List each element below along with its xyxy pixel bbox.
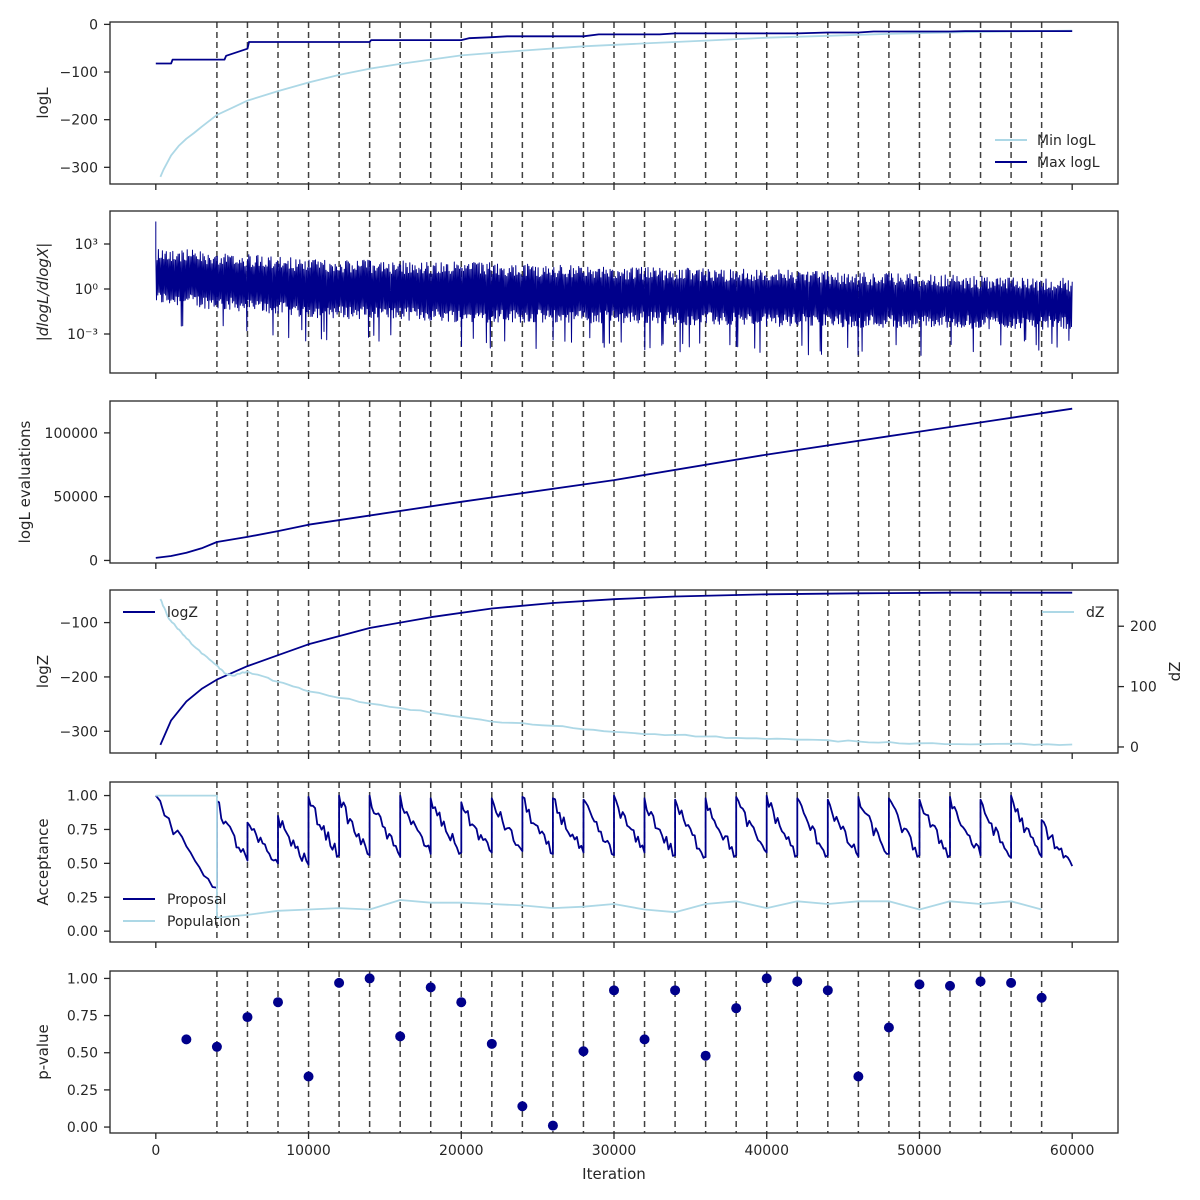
legend-label: Max logL [1037,155,1100,171]
y-tick-label: 1.00 [67,789,98,805]
p-value-point [945,980,955,991]
series-logz [159,591,1073,746]
p-value-point [273,997,283,1008]
panel-3: 100000 50000 0 logL evaluations [16,400,1119,569]
p-value-point [914,979,925,990]
y-tick-label: 0 [89,17,98,33]
p-value-point [303,1071,314,1082]
legend-label: logZ [167,605,198,621]
y-tick-label: −200 [60,113,98,129]
y-tick-label: −300 [60,724,98,740]
x-axis-label: Iteration [582,1165,646,1183]
x-tick-label: 0 [151,1143,160,1159]
y-tick-label: −200 [60,670,98,686]
legend-label: Min logL [1037,133,1096,149]
y-tick-label: 0.00 [67,924,98,940]
panel-5: 1.00 0.75 0.50 0.25 0.00 Acceptance Proposal Po… [34,781,1119,948]
p-value-point [792,976,803,987]
p-value-point [211,1041,222,1052]
y-tick-label: 50000 [53,490,98,506]
series-population [155,794,1042,919]
series-max-logl [155,30,1073,65]
y-axis-label: logZ [34,655,52,688]
x-tick-label: 60000 [1050,1143,1095,1159]
y-tick-label: 0.75 [67,822,98,838]
y-axis-label: logL evaluations [16,420,34,543]
p-value-point [975,976,986,987]
x-tick-label: 10000 [286,1143,331,1159]
series-proposal [155,794,1074,889]
x-tick-label: 50000 [897,1143,942,1159]
series-min-logl [159,29,1073,178]
y-tick-label: 0 [89,553,98,569]
p-value-point [639,1034,650,1045]
y-tick-label: 0.25 [67,890,98,906]
p-value-point [547,1120,558,1131]
y-tick-label: 1.00 [67,971,98,987]
y-axis-label: logL [34,87,52,119]
p-value-point [486,1038,497,1049]
p-value-point [181,1034,192,1045]
p-value-point [853,1071,864,1082]
p-value-point [425,982,436,993]
y-tick-label: −300 [60,160,98,176]
y-axis-label: |dlogL/dlogX| [34,243,52,342]
p-value-point [364,973,375,984]
panel-6: 0 10000 20000 30000 40000 50000 60000 1.00 0.75 0… [34,970,1119,1159]
y-tick-label: 100000 [45,426,98,442]
panel-4: −100 −200 −300 200 100 0 dZ logZ logZ dZ [34,589,1184,759]
y-right-tick-label: 0 [1130,740,1139,756]
x-tick-label: 30000 [592,1143,637,1159]
y-tick-label: −100 [60,65,98,81]
y-tick-label: 0.50 [67,856,98,872]
p-value-point [1036,992,1047,1003]
y-tick-label: 10³ [75,237,98,253]
panel-2: 10³ 10⁰ 10⁻³ |dlogL/dlogX| [34,210,1119,379]
legend-label: Proposal [167,892,226,908]
y-right-axis-label: dZ [1166,662,1184,682]
p-value-point [334,977,345,988]
legend-label: dZ [1086,605,1104,621]
y-tick-label: 10⁻³ [67,327,98,343]
p-value-point [700,1050,711,1061]
p-value-point [822,985,833,996]
p-value-point [731,1003,742,1014]
series-2-1 [155,221,1073,356]
y-tick-label: 0.75 [67,1009,98,1025]
x-tick-label: 40000 [744,1143,789,1159]
y-tick-label: 0.50 [67,1046,98,1062]
p-value-point [883,1022,894,1033]
p-value-point [456,997,467,1008]
p-value-point [761,973,772,984]
y-tick-label: −100 [60,616,98,632]
y-tick-label: 10⁰ [75,282,99,298]
p-value-point [578,1046,589,1057]
series-dz [159,598,1073,746]
legend-label: Population [167,914,241,930]
p-value-point [1006,977,1017,988]
y-axis-label: Acceptance [34,818,52,905]
y-axis-label: p-value [34,1024,52,1080]
p-value-point [670,985,681,996]
y-right-tick-label: 100 [1130,680,1157,696]
p-value-point [609,985,619,996]
p-value-point [395,1031,406,1042]
y-tick-label: 0.25 [67,1083,98,1099]
p-value-point [517,1101,528,1112]
y-right-tick-label: 200 [1130,619,1157,635]
panel-1: 0 −100 −200 −300 logL Min logL Max logL [34,17,1119,190]
y-tick-label: 0.00 [67,1120,98,1136]
p-value-point [242,1012,253,1023]
x-tick-label: 20000 [439,1143,484,1159]
series-3-1 [155,407,1073,559]
